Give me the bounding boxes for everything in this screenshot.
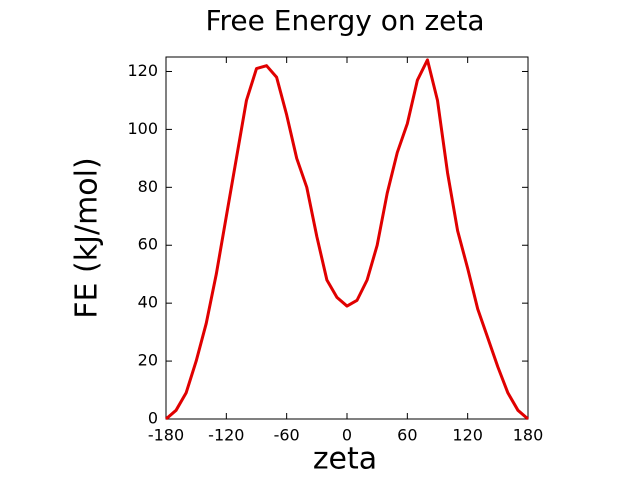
y-tick-label: 60 bbox=[138, 235, 158, 254]
x-axis-label: zeta bbox=[313, 442, 377, 477]
y-tick-label: 100 bbox=[127, 119, 158, 138]
y-tick-label: 0 bbox=[148, 409, 158, 428]
y-tick-label: 20 bbox=[138, 351, 158, 370]
x-tick-label: -120 bbox=[208, 426, 244, 445]
y-tick-label: 120 bbox=[127, 61, 158, 80]
y-tick-label: 80 bbox=[138, 177, 158, 196]
y-axis-label: FE (kJ/mol) bbox=[70, 157, 105, 318]
x-tick-label: 120 bbox=[452, 426, 483, 445]
plot-frame bbox=[165, 56, 529, 420]
chart-title: Free Energy on zeta bbox=[205, 4, 484, 37]
x-tick-label: -180 bbox=[148, 426, 184, 445]
y-tick-label: 40 bbox=[138, 293, 158, 312]
x-tick-label: -60 bbox=[274, 426, 300, 445]
data-line bbox=[165, 58, 529, 421]
x-tick-label: 0 bbox=[342, 426, 352, 445]
x-tick-label: 180 bbox=[513, 426, 544, 445]
x-tick-label: 60 bbox=[397, 426, 417, 445]
